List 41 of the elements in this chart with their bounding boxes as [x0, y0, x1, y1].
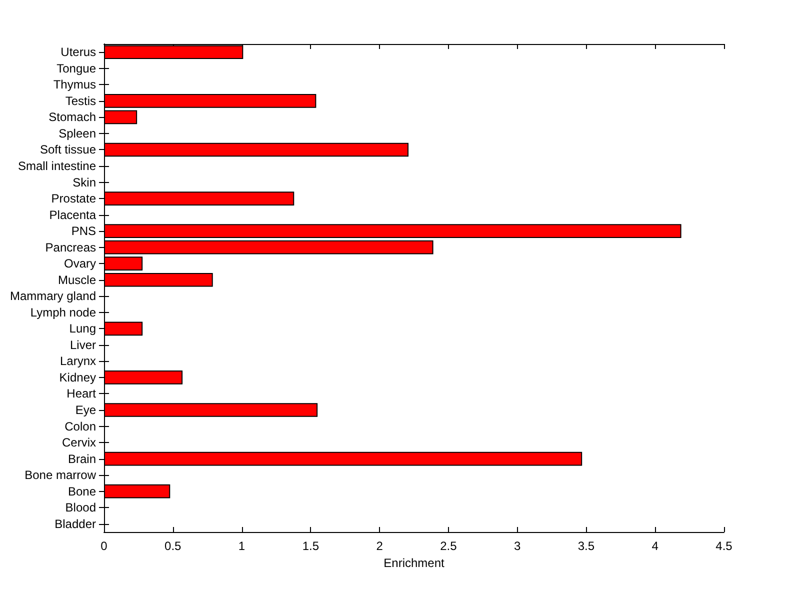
- y-tick-label: Stomach: [48, 110, 96, 124]
- y-tick-label: Prostate: [51, 192, 96, 206]
- y-tick-label: Pancreas: [45, 240, 96, 254]
- y-tick-label: Bladder: [54, 516, 96, 531]
- y-tick-label: Kidney: [59, 370, 96, 384]
- y-tick-label: Small intestine: [18, 159, 96, 173]
- y-tick-label: Liver: [70, 338, 96, 352]
- x-tick-label: 4.5: [716, 539, 733, 553]
- y-tick-label: Lymph node: [30, 305, 96, 320]
- y-tick-label: Testis: [65, 94, 96, 108]
- x-tick-label: 3.5: [578, 539, 595, 553]
- y-tick-label: Colon: [64, 419, 96, 434]
- y-tick-label: Bone marrow: [24, 468, 96, 482]
- y-tick-label: Heart: [66, 386, 97, 401]
- y-tick-label: Mammary gland: [10, 289, 96, 304]
- y-tick-label: PNS: [71, 224, 96, 238]
- y-tick-label: Cervix: [62, 436, 96, 450]
- y-tick-label: Bone: [68, 484, 96, 498]
- y-tick-label: Uterus: [60, 45, 96, 60]
- x-tick-label: 1.5: [302, 539, 320, 553]
- x-tick-label: 4: [652, 539, 659, 553]
- y-tick-label: Tongue: [56, 61, 96, 76]
- y-tick-label: Brain: [68, 452, 96, 466]
- x-tick-label: 0.5: [164, 539, 182, 553]
- x-tick-label: 2: [376, 539, 384, 553]
- x-tick-label: 2.5: [440, 539, 458, 553]
- x-tick-label: 3: [514, 539, 521, 553]
- x-tick-label: 0: [100, 539, 108, 553]
- x-tick-label: 1: [238, 539, 246, 553]
- y-tick-label: Larynx: [60, 354, 96, 368]
- y-tick-label: Eye: [75, 403, 96, 417]
- y-tick-label: Placenta: [49, 208, 96, 222]
- y-tick-label: Ovary: [64, 256, 96, 271]
- x-axis-title: Enrichment: [384, 556, 446, 570]
- y-tick-label: Blood: [65, 500, 96, 515]
- y-tick-label: Lung: [69, 322, 96, 336]
- y-tick-label: Soft tissue: [40, 142, 96, 157]
- y-tick-label: Muscle: [58, 272, 96, 287]
- y-tick-label: Spleen: [58, 126, 96, 140]
- y-tick-label: Thymus: [53, 78, 96, 92]
- y-tick-label: Skin: [72, 175, 96, 190]
